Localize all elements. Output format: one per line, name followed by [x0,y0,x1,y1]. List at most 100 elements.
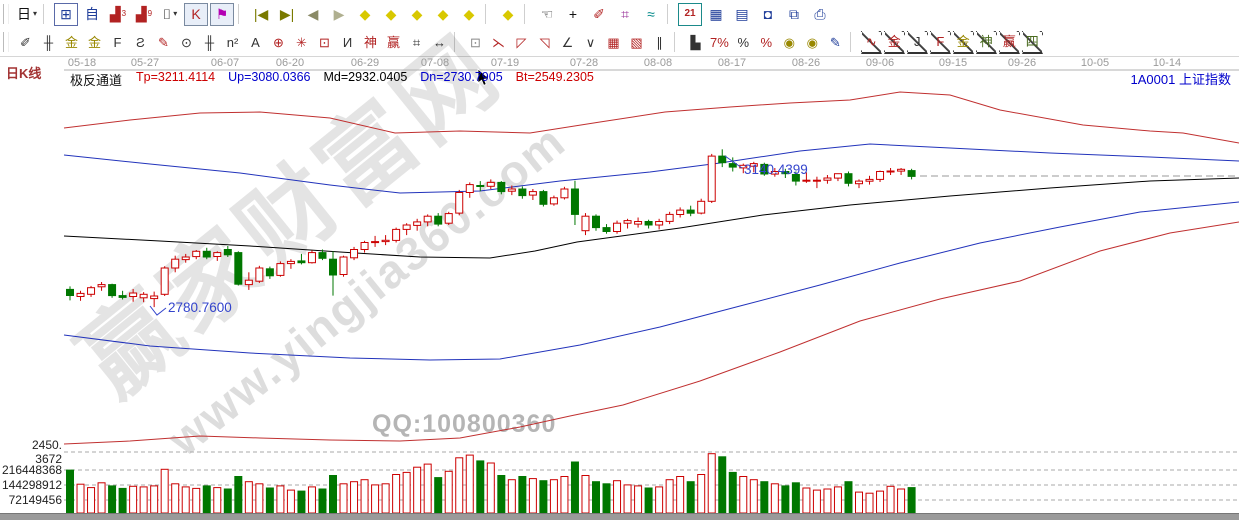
toolbar-grip[interactable] [3,4,9,24]
trend-angle-button[interactable]: ∠ [557,31,578,54]
gann-box-button[interactable]: ⌗ [613,3,637,26]
brush-tool-icon: ✐ [20,34,31,50]
ying-tool-button[interactable]: 赢 [383,31,404,54]
gold-circle2-button[interactable]: ◉ [802,31,823,54]
window-layout-button[interactable]: ⊞ [54,2,79,26]
print-button[interactable]: ⎙ [808,3,832,26]
scroll-left-button[interactable]: ◀ [301,3,325,26]
scroll-right-button[interactable]: ▶ [327,3,351,26]
hline-ruler-button[interactable]: ╫ [38,31,59,54]
percent-line-button[interactable]: % [756,31,777,54]
candle-body [770,171,779,175]
watermark-url: www.yingjia360.com [157,114,575,467]
zigzag-button[interactable]: И [337,31,358,54]
gann-box-icon: ⌗ [621,6,629,22]
zoom-left-button[interactable]: ◆ [353,3,377,26]
target-circle-icon: ⊕ [273,34,284,50]
kline-period-label: 日K线 [6,66,42,81]
angle-button[interactable]: A [245,31,266,54]
box-select-button[interactable]: ⊡ [465,31,486,54]
annotate-button[interactable]: ✐ [587,3,611,26]
save-button[interactable]: ◘ [756,3,780,26]
ying-line-button[interactable]: 赢 [998,30,1020,54]
target-star-button[interactable]: ✳ [291,31,312,54]
candle-body [907,170,916,177]
gann-gold-button[interactable]: 金 [61,31,82,54]
export-image-button[interactable]: ⧉ [782,3,806,26]
fibonacci-icon: F [113,34,122,50]
shen-line-button[interactable]: 神 [975,30,997,54]
date-label: 06-07 [210,57,240,69]
grid-fan-button[interactable]: ◹ [534,31,555,54]
first-page-button[interactable]: |◀ [249,3,273,26]
notes-button[interactable]: ▤ [730,3,754,26]
volume-bar [350,481,359,514]
shen-tool-button[interactable]: 神 [360,31,381,54]
volume-profile-button[interactable]: ⚑ [210,2,235,26]
gold-line-button[interactable]: 金 [952,30,974,54]
volume-bar [371,484,380,514]
fan-lines-button[interactable]: ⋋ [488,31,509,54]
volume-scale-3: 72149456 [8,493,62,507]
period-daily-button[interactable]: 日 ▾ [15,3,39,26]
si-line-button[interactable]: 四 [1021,30,1043,54]
pen-button[interactable]: ✎ [153,31,174,54]
grid-red-button[interactable]: ▦ [603,31,624,54]
spiral-button[interactable]: Ƨ [130,31,151,54]
gold-box-button[interactable]: 金 [883,30,905,54]
calendar-button[interactable]: 21 [678,2,703,26]
kline-indicator-icon: K [191,6,201,22]
kline-indicator-button[interactable]: K [184,2,209,26]
gold-circle2-icon: ◉ [806,34,818,50]
percent7-button[interactable]: 7% [708,31,731,54]
volume-bar [613,480,622,514]
volume-bar [423,463,432,514]
wave-tool-button[interactable]: ≈ [639,3,663,26]
horizontal-scrollbar[interactable] [0,513,1239,520]
minute3-chart-button[interactable]: ▟ 3 [106,3,130,26]
j-line-button[interactable]: J [906,30,928,54]
toolbar-grip[interactable] [3,32,9,52]
gold-circle-button[interactable]: ◉ [779,31,800,54]
target-grid-button[interactable]: ⊡ [314,31,335,54]
percent-icon: % [737,34,750,50]
fibonacci-button[interactable]: F [107,31,128,54]
check-line-button[interactable]: ∨ [580,31,601,54]
candle-body [497,181,506,193]
fan-box-button[interactable]: ◸ [511,31,532,54]
regression-button[interactable]: n² [222,31,243,54]
gann-gold2-button[interactable]: 金 [84,31,105,54]
ruler2-button[interactable]: ╫ [199,31,220,54]
candle-body [381,239,390,243]
band-tp [63,91,1239,144]
zoom-right-button[interactable]: ◆ [379,3,403,26]
expand-chart-button[interactable]: ◆ [457,3,481,26]
calculator-button[interactable]: ▦ [704,3,728,26]
candle-body [307,252,316,264]
cycle-button[interactable]: ⊙ [176,31,197,54]
wave-slash-button[interactable]: ∿ [860,30,882,54]
f-line-button[interactable]: F [929,30,951,54]
ruler-123-button[interactable]: ⌗ [406,31,427,54]
width-measure-button[interactable]: ↔ [429,31,450,54]
compress-chart-button[interactable]: ◆ [431,3,455,26]
crosshair-button[interactable]: + [561,3,585,26]
info-panel-button[interactable]: 自 [80,3,104,26]
date-label: 09-06 [865,57,895,69]
date-label: 09-15 [938,57,968,69]
move-view-button[interactable]: ◆ [496,3,520,26]
percent-button[interactable]: % [733,31,754,54]
pen-ink-button[interactable]: ✎ [825,31,846,54]
candle-body [181,256,190,261]
candle-style-button[interactable]: ⌷ ▾ [158,3,182,26]
last-page-button[interactable]: ▶| [275,3,299,26]
stat-columns-button[interactable]: ▙ [685,31,706,54]
target-circle-button[interactable]: ⊕ [268,31,289,54]
brush-tool-button[interactable]: ✐ [15,31,36,54]
expand-horizontal-button[interactable]: ◆ [405,3,429,26]
parallel-lines-button[interactable]: ∥ [649,31,670,54]
minute9-chart-button[interactable]: ▟ 9 [132,3,156,26]
grid-arrow-button[interactable]: ▧ [626,31,647,54]
hand-tool-button[interactable]: ☜ [535,3,559,26]
